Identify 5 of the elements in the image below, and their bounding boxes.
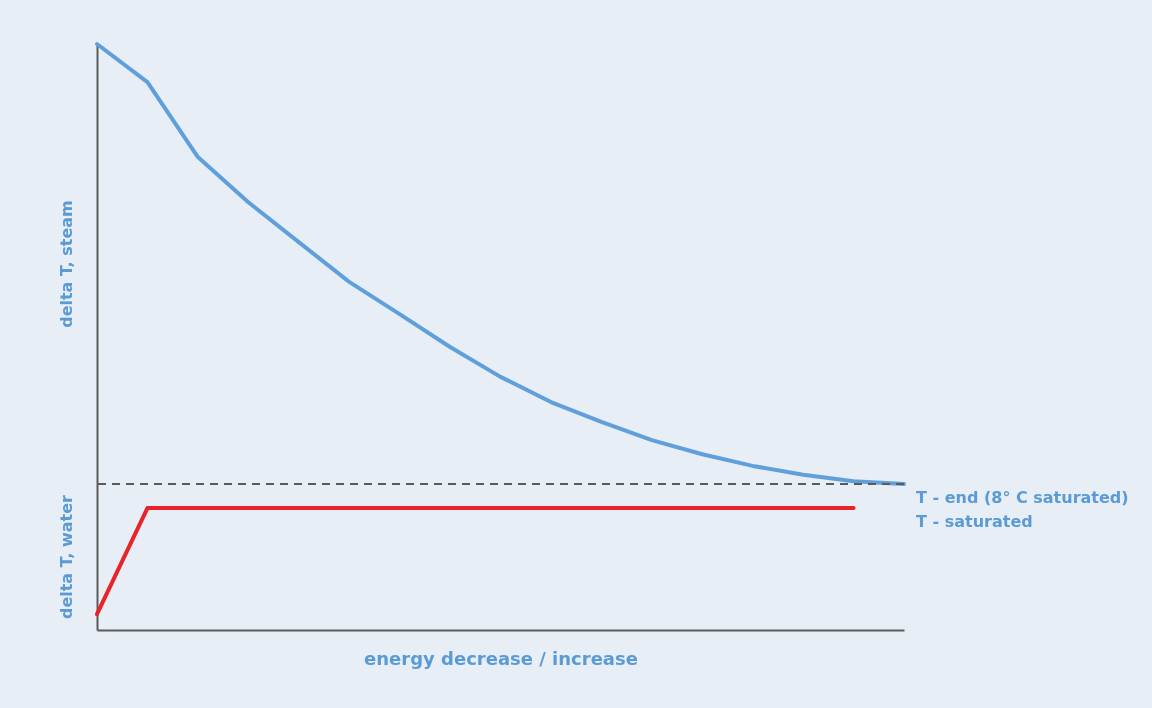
text: T - saturated — [916, 512, 1033, 532]
text: delta T, steam — [57, 200, 76, 328]
text: T - end (8° C saturated) — [916, 488, 1129, 508]
x-axis-title: energy decrease / increase — [364, 647, 638, 669]
text: delta T, water — [57, 494, 76, 620]
